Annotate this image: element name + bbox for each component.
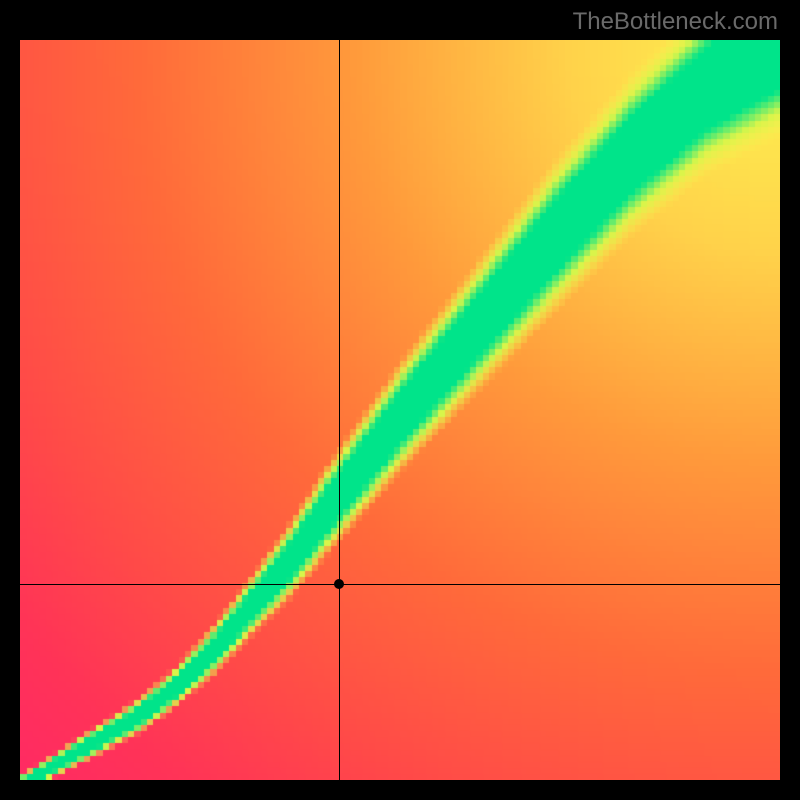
crosshair-horizontal xyxy=(20,584,780,585)
heatmap-canvas xyxy=(20,40,780,780)
chart-container: TheBottleneck.com xyxy=(0,0,800,800)
plot-frame xyxy=(20,40,780,780)
marker-dot xyxy=(334,579,344,589)
crosshair-vertical xyxy=(339,40,340,780)
watermark-text: TheBottleneck.com xyxy=(573,8,778,36)
